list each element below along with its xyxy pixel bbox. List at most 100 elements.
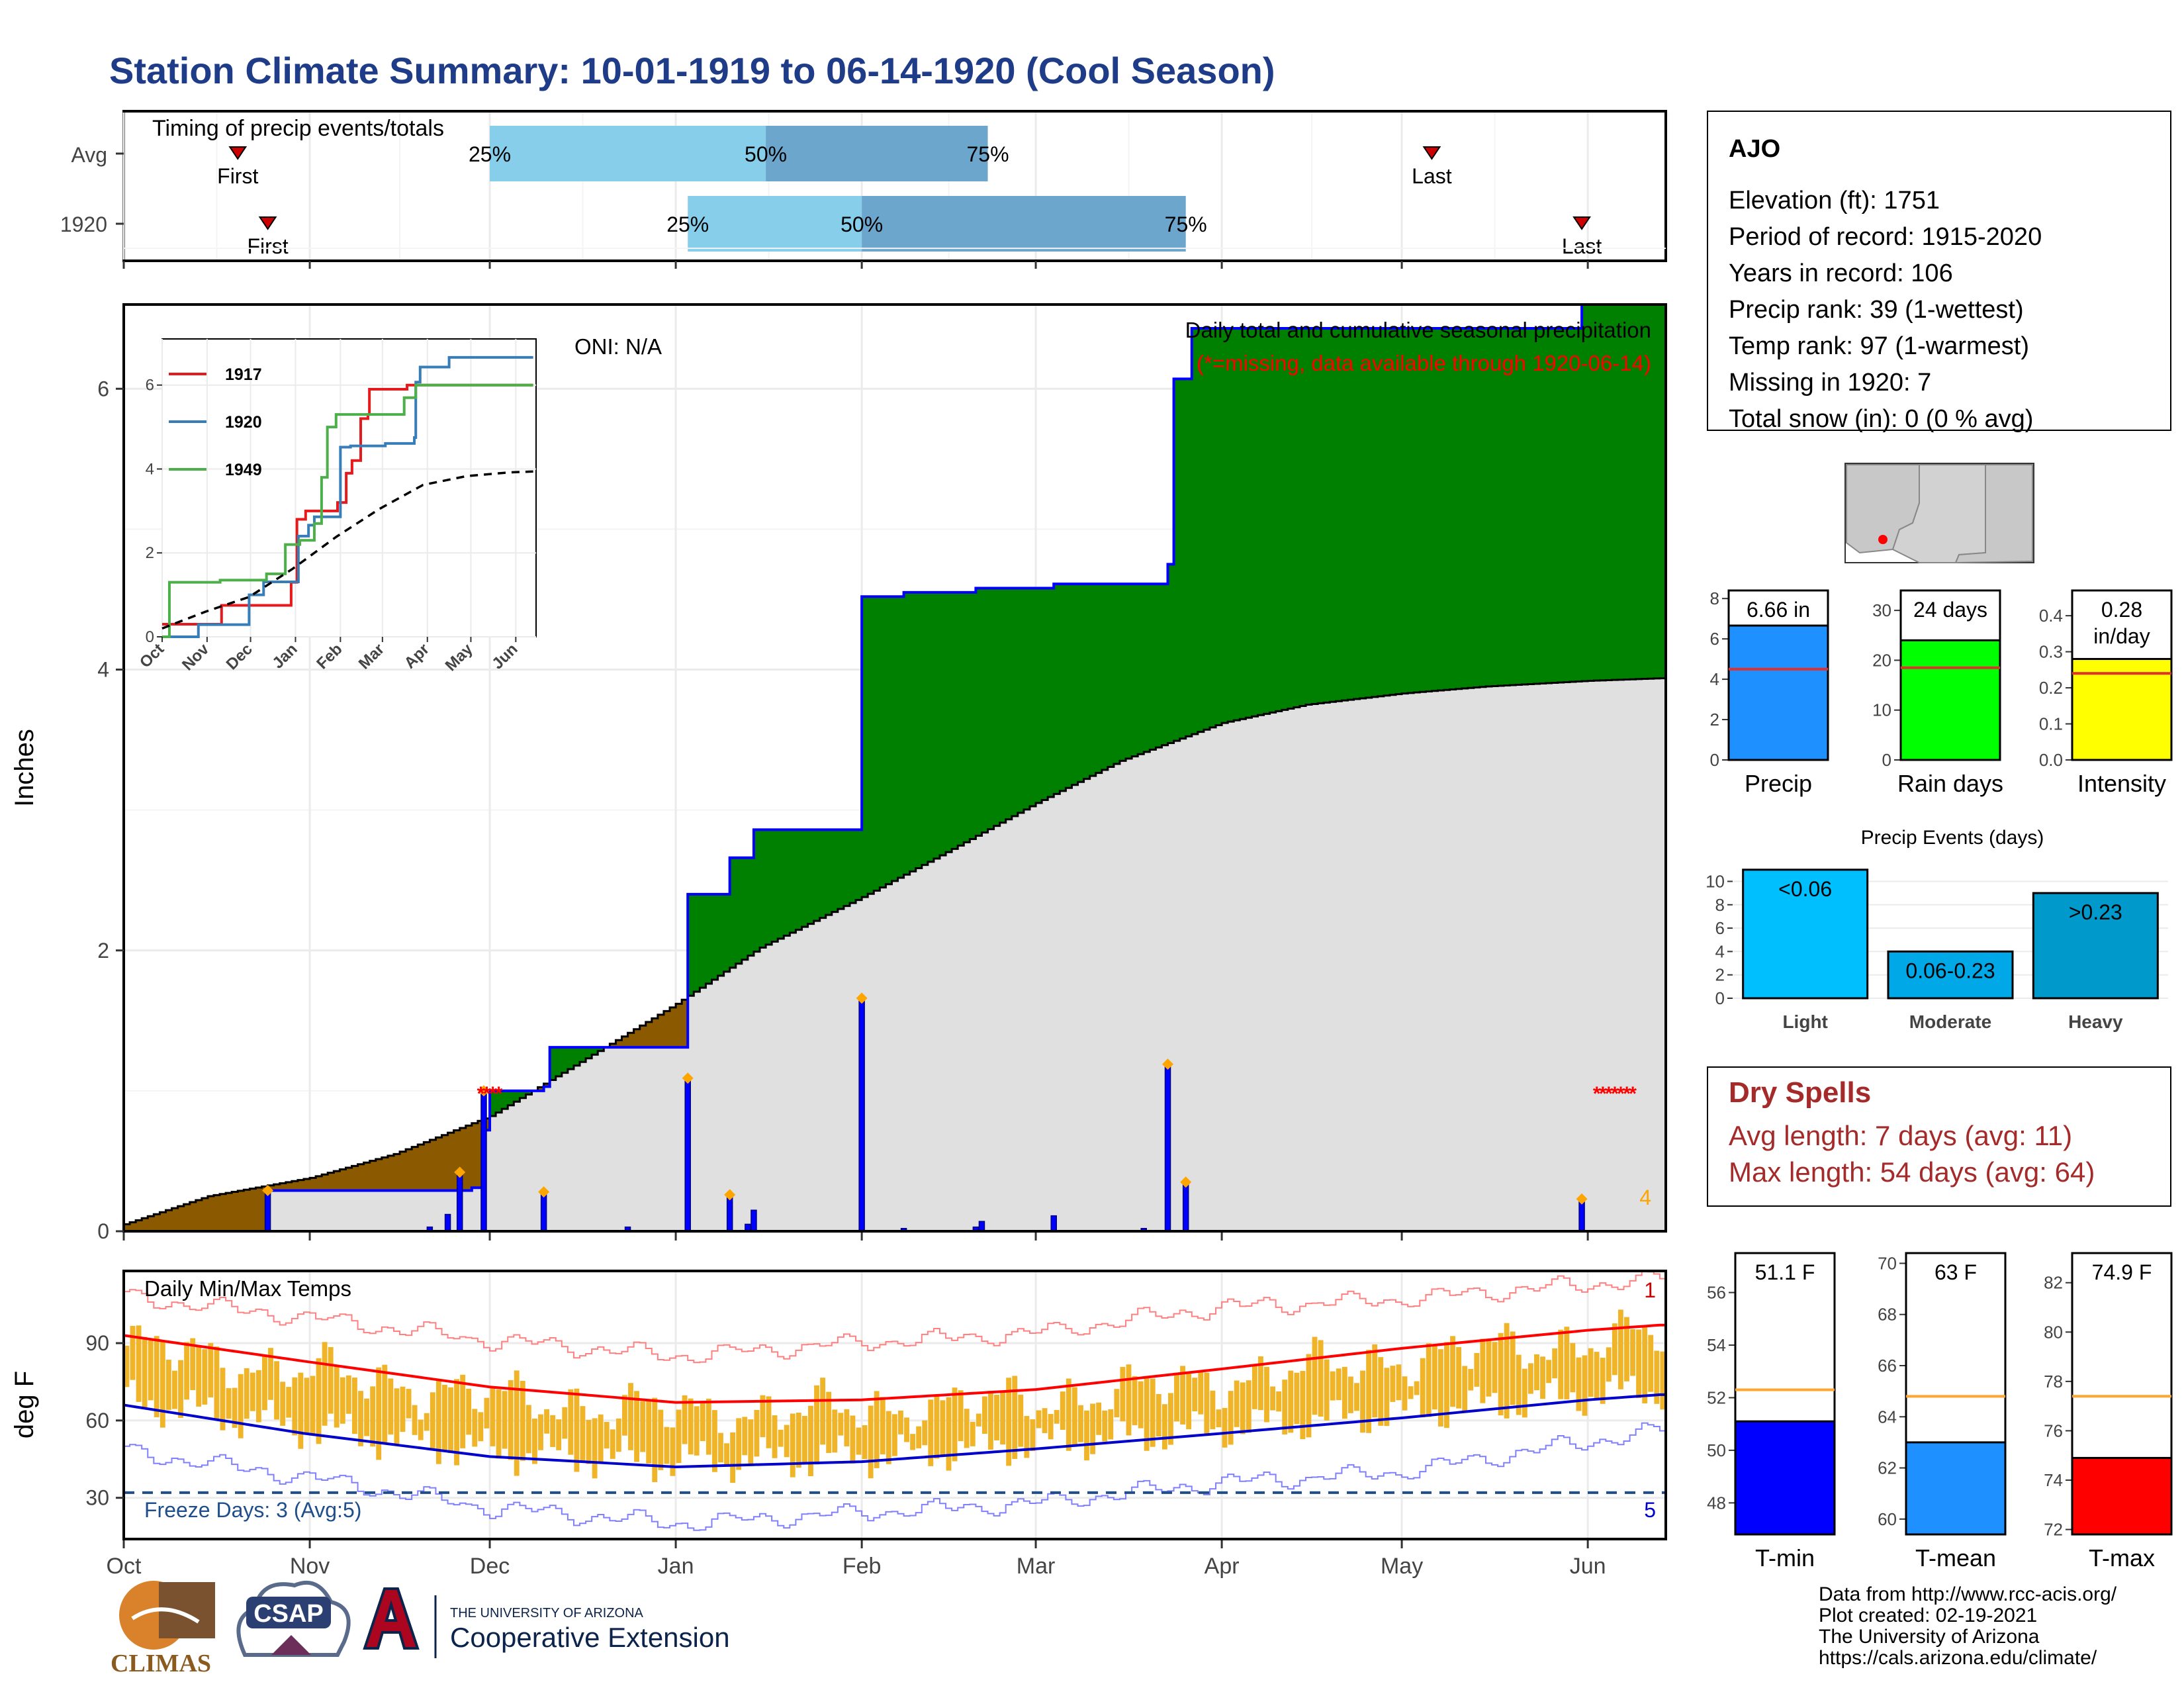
precip-surplus-band: [921, 592, 929, 865]
precip-missing-marker: *: [1593, 1083, 1601, 1105]
precip-count-label: 4: [1639, 1186, 1651, 1209]
station-line: Years in record: 106: [1729, 259, 1953, 287]
timing-bars: 25% 50% 75% First Last 25% 50% 75% First Last: [217, 126, 1602, 258]
summary-panel-label: Precip: [1745, 770, 1812, 797]
precip-surplus-band: [1473, 328, 1480, 688]
timing-bar-q2: [766, 126, 988, 181]
temp-daily-bar: [730, 1432, 736, 1483]
temp-daily-bar: [1318, 1340, 1324, 1417]
precip-surplus-band: [1533, 328, 1541, 684]
precip-surplus-band: [1539, 328, 1547, 684]
temp-daily-bar: [352, 1378, 357, 1434]
inset-y-tick-label: 4: [146, 460, 154, 478]
timing-percent-label: 75%: [967, 142, 1009, 166]
dry-spells-line: Avg length: 7 days (avg: 11): [1729, 1120, 2072, 1151]
temp-daily-bar: [844, 1409, 850, 1447]
footer-line: https://cals.arizona.edu/climate/: [1819, 1647, 2097, 1669]
temp-daily-bar: [574, 1388, 580, 1472]
precip-deficit-band: [351, 1166, 359, 1191]
temp-daily-bar: [694, 1406, 700, 1456]
precip-deficit-band: [412, 1147, 418, 1191]
precip-deficit-band: [441, 1135, 449, 1191]
precip-surplus-band: [514, 1090, 520, 1102]
temp-daily-bar: [1150, 1378, 1156, 1447]
precip-surplus-band: [1185, 379, 1193, 737]
temp-daily-bar: [1642, 1326, 1648, 1404]
timing-percent-label: 50%: [841, 212, 883, 236]
summary-panel-label: T-mean: [1915, 1544, 1996, 1571]
precip-surplus-band: [1113, 584, 1120, 764]
precip-deficit-band: [250, 1188, 257, 1231]
temp-daily-bar: [808, 1405, 813, 1477]
precip-deficit-band: [651, 1018, 659, 1048]
station-box: AJO Elevation (ft): 1751 Period of recor…: [1707, 111, 2171, 433]
temp-daily-bar: [940, 1400, 946, 1455]
temp-daily-bar: [670, 1427, 676, 1476]
precip-surplus-band: [1414, 328, 1420, 693]
temp-daily-bar: [970, 1421, 976, 1446]
temp-title: Daily Min/Max Temps: [144, 1276, 351, 1301]
summary-panel-label: Rain days: [1897, 770, 2003, 797]
temp-daily-bar: [448, 1387, 453, 1454]
temp-daily-bar: [196, 1346, 202, 1407]
precip-deficit-band: [369, 1160, 377, 1191]
precip-deficit-band: [189, 1202, 197, 1231]
temp-daily-bar: [1054, 1410, 1060, 1424]
summary-panel-label: T-min: [1755, 1544, 1815, 1571]
precip-deficit-band: [255, 1187, 263, 1231]
precip-surplus-band: [831, 829, 839, 912]
summary-y-tick-label: 82: [2044, 1273, 2063, 1293]
precip-surplus-band: [525, 1090, 533, 1095]
precip-surplus-band: [694, 894, 700, 992]
temp-daily-bar: [502, 1391, 508, 1449]
timing-axis: [116, 152, 1589, 269]
temp-bottom-count: 5: [1644, 1498, 1656, 1522]
timing-marker-first: [258, 216, 277, 230]
temp-daily-bar: [1612, 1323, 1617, 1376]
precip-surplus-band: [964, 592, 970, 843]
freeze-label: Freeze Days: 3 (Avg:5): [144, 1498, 361, 1522]
dry-spells-title: Dry Spells: [1729, 1076, 1871, 1109]
temp-daily-bar: [1132, 1376, 1138, 1425]
precip-average-line: [124, 677, 1666, 1225]
temp-daily-bar: [424, 1413, 430, 1431]
ua-logo-big-text: Cooperative Extension: [450, 1622, 730, 1653]
temp-daily-bar: [1042, 1408, 1048, 1433]
summary-y-tick-label: 0.2: [2039, 678, 2063, 698]
temp-daily-bar: [658, 1409, 664, 1470]
temp-daily-bar: [1444, 1342, 1449, 1429]
temp-daily-bar: [1282, 1380, 1288, 1435]
month-axis-label: Nov: [290, 1554, 330, 1579]
precip-surplus-band: [862, 596, 868, 898]
temp-daily-bar: [220, 1368, 226, 1430]
precip-surplus-band: [952, 592, 958, 849]
temp-daily-bar: [1264, 1366, 1269, 1423]
events-y-tick-label: 2: [1715, 965, 1725, 985]
precip-surplus-band: [598, 1047, 604, 1051]
precip-surplus-band: [741, 857, 749, 960]
temp-daily-bar: [334, 1366, 340, 1428]
temp-daily-bar: [1240, 1382, 1246, 1434]
temp-daily-bar: [916, 1426, 922, 1448]
temp-daily-bar: [1024, 1416, 1030, 1458]
precip-surplus-band: [1042, 588, 1048, 800]
precip-deficit-band: [430, 1139, 437, 1191]
dry-spells-frame: [1707, 1066, 2171, 1207]
temp-daily-bar: [562, 1407, 568, 1439]
precip-surplus-band: [1251, 328, 1259, 717]
temp-daily-bar: [255, 1370, 261, 1423]
precip-average-area: [124, 678, 1666, 1231]
precip-surplus-band: [886, 596, 893, 884]
timing-marker-label: First: [217, 164, 258, 188]
precip-surplus-band: [1029, 588, 1036, 806]
precip-y-axis: 0 2 4 6: [97, 377, 1589, 1243]
precip-summary-panels: 0 2 4 6 8 6.66 in Precip 0 10 20 30 24 days Rain day…: [1710, 588, 2173, 797]
precip-surplus-band: [1066, 584, 1073, 788]
timing-marker-first: [228, 146, 248, 160]
summary-y-tick-label: 30: [1872, 600, 1891, 620]
temp-daily-bar: [190, 1338, 196, 1390]
climas-logo-text: CLIMAS: [111, 1650, 211, 1677]
summary-y-tick-label: 78: [2044, 1372, 2063, 1391]
temp-daily-bar: [165, 1360, 171, 1410]
precip-surplus-band: [1179, 379, 1187, 739]
